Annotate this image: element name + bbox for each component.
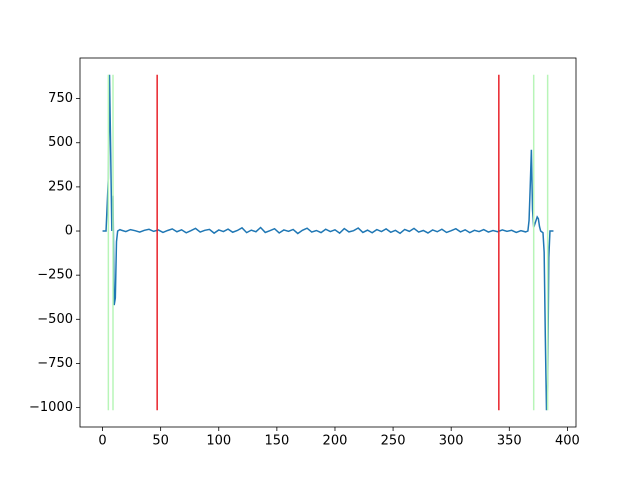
- x-tick-label: 300: [439, 434, 464, 449]
- y-tick-label: −250: [37, 268, 73, 283]
- y-tick-label: −500: [37, 312, 73, 327]
- y-tick-label: −1000: [29, 400, 73, 415]
- y-tick-label: 0: [65, 224, 73, 239]
- y-tick-label: 250: [48, 179, 73, 194]
- x-tick-label: 250: [381, 434, 406, 449]
- y-tick-label: −750: [37, 356, 73, 371]
- y-tick-label: 500: [48, 135, 73, 150]
- y-tick-label: 750: [48, 91, 73, 106]
- x-tick-label: 0: [98, 434, 106, 449]
- x-tick-label: 50: [152, 434, 169, 449]
- x-tick-label: 150: [264, 434, 289, 449]
- x-tick-label: 200: [323, 434, 348, 449]
- x-tick-label: 100: [206, 434, 231, 449]
- x-tick-label: 350: [497, 434, 522, 449]
- axes-frame: [79, 57, 577, 428]
- x-tick-label: 400: [555, 434, 580, 449]
